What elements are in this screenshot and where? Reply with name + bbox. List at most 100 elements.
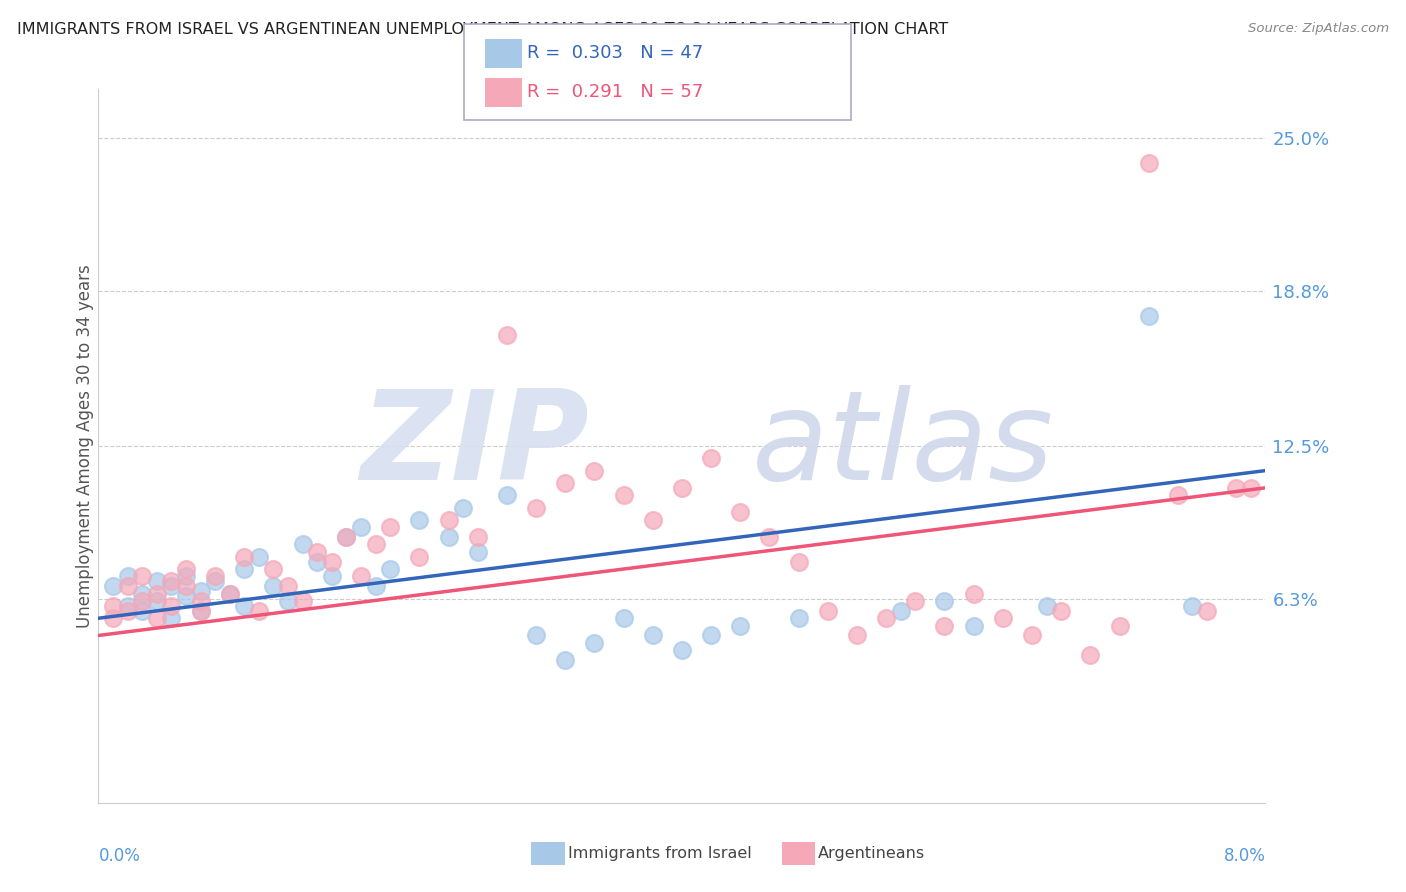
Point	[174, 569, 197, 583]
Point	[174, 589, 197, 603]
Point	[451, 500, 474, 515]
Point	[1137, 309, 1160, 323]
Point	[730, 618, 752, 632]
Point	[437, 513, 460, 527]
Text: R =  0.303   N = 47: R = 0.303 N = 47	[527, 44, 703, 62]
Point	[671, 643, 693, 657]
Point	[218, 587, 240, 601]
Point	[321, 569, 343, 583]
Point	[350, 569, 373, 583]
Point	[1181, 599, 1204, 613]
Y-axis label: Unemployment Among Ages 30 to 34 years: Unemployment Among Ages 30 to 34 years	[76, 264, 94, 628]
Point	[1197, 604, 1219, 618]
Point	[146, 587, 169, 601]
Point	[1108, 618, 1130, 632]
Point	[233, 562, 256, 576]
Point	[496, 328, 519, 343]
Point	[247, 604, 270, 618]
Point	[101, 579, 124, 593]
Point	[1137, 156, 1160, 170]
Point	[174, 579, 197, 593]
Point	[160, 599, 183, 613]
Point	[1167, 488, 1189, 502]
Point	[364, 579, 387, 593]
Point	[890, 604, 912, 618]
Point	[1080, 648, 1102, 662]
Point	[364, 537, 387, 551]
Point	[641, 513, 664, 527]
Point	[408, 549, 430, 564]
Point	[335, 530, 357, 544]
Point	[467, 530, 489, 544]
Point	[335, 530, 357, 544]
Point	[380, 520, 402, 534]
Point	[524, 628, 547, 642]
Text: Immigrants from Israel: Immigrants from Israel	[568, 847, 752, 861]
Point	[307, 545, 329, 559]
Point	[291, 594, 314, 608]
Point	[117, 599, 139, 613]
Point	[101, 599, 124, 613]
Point	[437, 530, 460, 544]
Point	[380, 562, 402, 576]
Text: 0.0%: 0.0%	[98, 847, 141, 865]
Point	[612, 488, 634, 502]
Point	[146, 594, 169, 608]
Point	[787, 611, 810, 625]
Point	[700, 628, 723, 642]
Point	[991, 611, 1014, 625]
Point	[277, 594, 299, 608]
Point	[787, 555, 810, 569]
Text: Source: ZipAtlas.com: Source: ZipAtlas.com	[1249, 22, 1389, 36]
Point	[730, 505, 752, 519]
Point	[1240, 481, 1263, 495]
Point	[845, 628, 868, 642]
Point	[190, 604, 212, 618]
Point	[160, 611, 183, 625]
Point	[408, 513, 430, 527]
Text: ZIP: ZIP	[360, 385, 589, 507]
Point	[1021, 628, 1043, 642]
Point	[583, 464, 606, 478]
Point	[131, 569, 153, 583]
Point	[204, 569, 226, 583]
Point	[146, 574, 169, 589]
Point	[524, 500, 547, 515]
Point	[160, 574, 183, 589]
Point	[117, 569, 139, 583]
Point	[233, 599, 256, 613]
Point	[934, 594, 956, 608]
Point	[131, 587, 153, 601]
Point	[496, 488, 519, 502]
Point	[204, 574, 226, 589]
Point	[131, 594, 153, 608]
Text: atlas: atlas	[752, 385, 1054, 507]
Point	[554, 475, 576, 490]
Point	[233, 549, 256, 564]
Point	[758, 530, 780, 544]
Point	[583, 636, 606, 650]
Point	[247, 549, 270, 564]
Point	[554, 653, 576, 667]
Point	[117, 604, 139, 618]
Point	[817, 604, 839, 618]
Point	[291, 537, 314, 551]
Text: 8.0%: 8.0%	[1223, 847, 1265, 865]
Point	[934, 618, 956, 632]
Text: R =  0.291   N = 57: R = 0.291 N = 57	[527, 83, 703, 101]
Point	[101, 611, 124, 625]
Point	[131, 604, 153, 618]
Point	[277, 579, 299, 593]
Point	[160, 579, 183, 593]
Point	[190, 604, 212, 618]
Point	[190, 594, 212, 608]
Point	[190, 584, 212, 599]
Point	[467, 545, 489, 559]
Point	[1225, 481, 1247, 495]
Point	[962, 618, 984, 632]
Text: IMMIGRANTS FROM ISRAEL VS ARGENTINEAN UNEMPLOYMENT AMONG AGES 30 TO 34 YEARS COR: IMMIGRANTS FROM ISRAEL VS ARGENTINEAN UN…	[17, 22, 948, 37]
Point	[904, 594, 927, 608]
Point	[307, 555, 329, 569]
Point	[612, 611, 634, 625]
Point	[671, 481, 693, 495]
